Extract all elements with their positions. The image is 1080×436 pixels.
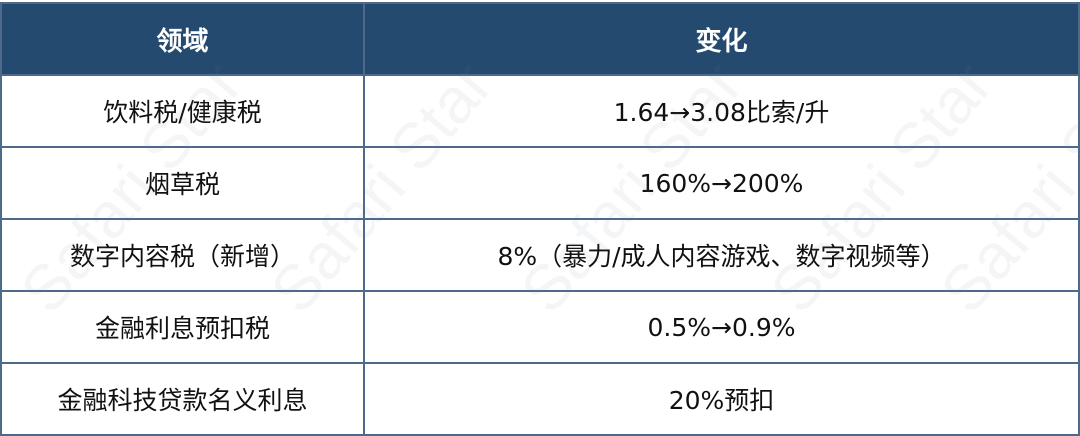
- cell-change: 1.64→3.08比索/升: [363, 74, 1080, 148]
- cell-field: 烟草税: [0, 146, 365, 220]
- table-row: 金融利息预扣税 0.5%→0.9%: [0, 290, 1080, 364]
- table-row: 饮料税/健康税 1.64→3.08比索/升: [0, 74, 1080, 148]
- table-row: 烟草税 160%→200%: [0, 146, 1080, 220]
- header-row: 领域 变化: [0, 2, 1080, 76]
- cell-change: 160%→200%: [363, 146, 1080, 220]
- table-row: 金融科技贷款名义利息 20%预扣: [0, 362, 1080, 436]
- cell-field: 金融科技贷款名义利息: [0, 362, 365, 436]
- header-change: 变化: [363, 2, 1080, 76]
- cell-field: 饮料税/健康税: [0, 74, 365, 148]
- cell-change: 8%（暴力/成人内容游戏、数字视频等）: [363, 218, 1080, 292]
- cell-change: 0.5%→0.9%: [363, 290, 1080, 364]
- header-field: 领域: [0, 2, 365, 76]
- cell-field: 金融利息预扣税: [0, 290, 365, 364]
- table-row: 数字内容税（新增） 8%（暴力/成人内容游戏、数字视频等）: [0, 218, 1080, 292]
- cell-change: 20%预扣: [363, 362, 1080, 436]
- cell-field: 数字内容税（新增）: [0, 218, 365, 292]
